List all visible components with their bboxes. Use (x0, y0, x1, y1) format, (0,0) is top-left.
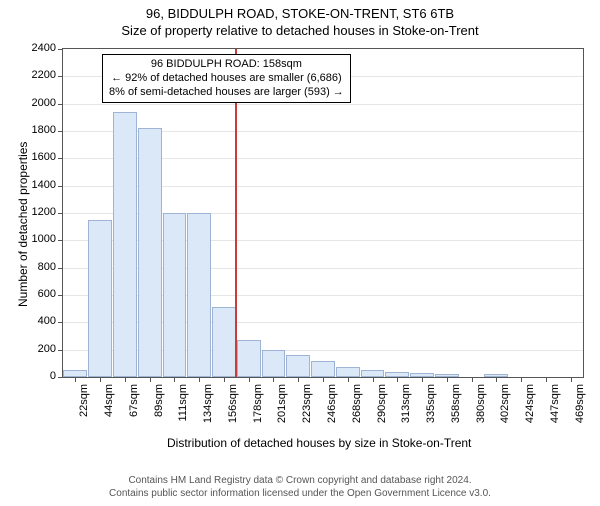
ytick-mark (58, 49, 63, 50)
xtick-mark (373, 377, 374, 382)
histogram-bar (163, 213, 187, 377)
chart-title-sub: Size of property relative to detached ho… (0, 23, 600, 38)
xtick-mark (125, 377, 126, 382)
xtick-mark (273, 377, 274, 382)
xtick-label: 424sqm (524, 384, 536, 423)
ytick-label: 2000 (28, 97, 56, 109)
ytick-label: 1400 (28, 179, 56, 191)
xtick-mark (422, 377, 423, 382)
ytick-mark (58, 104, 63, 105)
ytick-mark (58, 76, 63, 77)
xtick-label: 22sqm (78, 384, 90, 417)
histogram-bar (88, 220, 112, 377)
xtick-mark (546, 377, 547, 382)
ytick-label: 1800 (28, 124, 56, 136)
xtick-mark (397, 377, 398, 382)
xtick-label: 268sqm (351, 384, 363, 423)
xtick-mark (75, 377, 76, 382)
gridline-h (63, 104, 583, 105)
ytick-label: 1200 (28, 206, 56, 218)
xtick-label: 111sqm (177, 384, 189, 422)
xtick-mark (521, 377, 522, 382)
xtick-label: 44sqm (103, 384, 115, 417)
y-axis-label: Number of detached properties (16, 142, 30, 307)
xtick-mark (571, 377, 572, 382)
ytick-label: 1000 (28, 233, 56, 245)
annotation-line: ← 92% of detached houses are smaller (6,… (109, 72, 344, 86)
xtick-label: 469sqm (574, 384, 586, 423)
xtick-mark (472, 377, 473, 382)
xtick-label: 358sqm (450, 384, 462, 423)
xtick-label: 290sqm (376, 384, 388, 423)
xtick-label: 134sqm (202, 384, 214, 423)
xtick-mark (199, 377, 200, 382)
xtick-mark (150, 377, 151, 382)
histogram-bar (237, 340, 261, 377)
footer-line-1: Contains HM Land Registry data © Crown c… (0, 474, 600, 487)
histogram-bar (286, 355, 310, 377)
ytick-mark (58, 213, 63, 214)
ytick-mark (58, 268, 63, 269)
xtick-mark (174, 377, 175, 382)
xtick-label: 380sqm (475, 384, 487, 423)
chart-title-main: 96, BIDDULPH ROAD, STOKE-ON-TRENT, ST6 6… (0, 6, 600, 21)
ytick-label: 400 (28, 315, 56, 327)
histogram-bar (311, 361, 335, 377)
ytick-label: 2400 (28, 42, 56, 54)
histogram-bar (63, 370, 87, 377)
histogram-bar (187, 213, 211, 377)
ytick-mark (58, 158, 63, 159)
xtick-label: 156sqm (227, 384, 239, 423)
histogram-bar (212, 307, 236, 377)
annotation-box: 96 BIDDULPH ROAD: 158sqm← 92% of detache… (102, 54, 351, 103)
xtick-label: 313sqm (400, 384, 412, 423)
ytick-mark (58, 377, 63, 378)
xtick-mark (323, 377, 324, 382)
histogram-bar (336, 367, 360, 377)
footer-line-2: Contains public sector information licen… (0, 487, 600, 500)
histogram-bar (262, 350, 286, 377)
ytick-mark (58, 240, 63, 241)
xtick-label: 223sqm (301, 384, 313, 423)
xtick-label: 89sqm (153, 384, 165, 417)
ytick-mark (58, 186, 63, 187)
xtick-label: 402sqm (499, 384, 511, 423)
xtick-label: 201sqm (276, 384, 288, 423)
ytick-label: 600 (28, 288, 56, 300)
ytick-label: 800 (28, 261, 56, 273)
ytick-mark (58, 322, 63, 323)
ytick-mark (58, 131, 63, 132)
annotation-line: 96 BIDDULPH ROAD: 158sqm (109, 58, 344, 72)
xtick-label: 447sqm (549, 384, 561, 423)
ytick-label: 200 (28, 343, 56, 355)
x-axis-label: Distribution of detached houses by size … (167, 436, 471, 450)
ytick-label: 1600 (28, 151, 56, 163)
xtick-mark (100, 377, 101, 382)
ytick-label: 0 (28, 370, 56, 382)
xtick-label: 335sqm (425, 384, 437, 423)
xtick-label: 67sqm (128, 384, 140, 417)
chart-container: 96, BIDDULPH ROAD, STOKE-ON-TRENT, ST6 6… (0, 6, 600, 506)
ytick-mark (58, 295, 63, 296)
xtick-mark (496, 377, 497, 382)
ytick-mark (58, 350, 63, 351)
histogram-bar (361, 370, 385, 377)
xtick-mark (224, 377, 225, 382)
histogram-bar (138, 128, 162, 377)
xtick-mark (447, 377, 448, 382)
footer-attribution: Contains HM Land Registry data © Crown c… (0, 474, 600, 500)
xtick-label: 246sqm (326, 384, 338, 423)
xtick-label: 178sqm (252, 384, 264, 423)
xtick-mark (298, 377, 299, 382)
histogram-bar (113, 112, 137, 377)
annotation-line: 8% of semi-detached houses are larger (5… (109, 86, 344, 100)
xtick-mark (348, 377, 349, 382)
ytick-label: 2200 (28, 69, 56, 81)
xtick-mark (249, 377, 250, 382)
